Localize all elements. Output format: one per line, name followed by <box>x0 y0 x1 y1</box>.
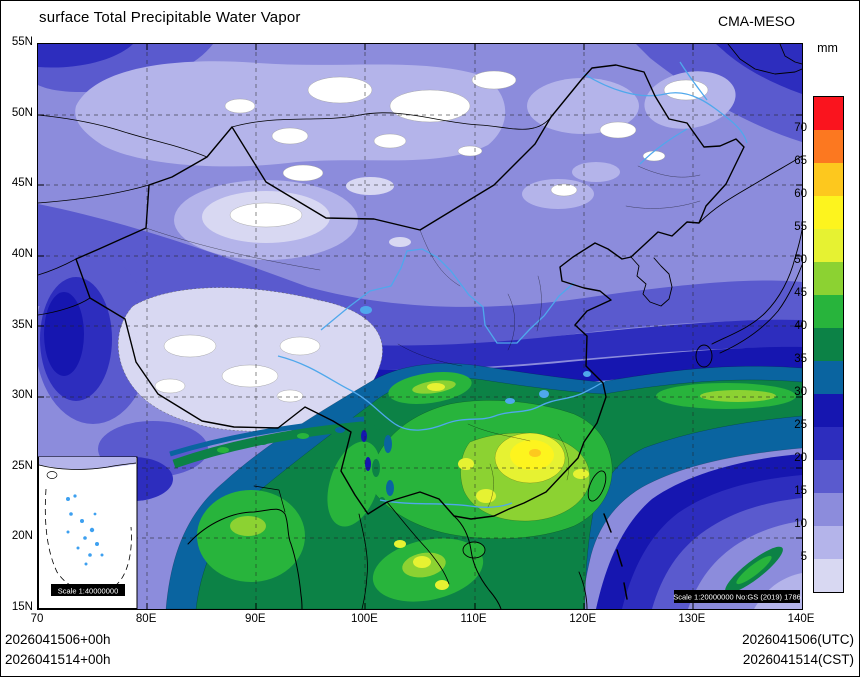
run-time-utc-init: 2026041506+00h <box>5 632 111 647</box>
colorbar-tick-label: 30 <box>794 386 807 398</box>
valid-time-cst: 2026041514(CST) <box>742 652 854 667</box>
vietnam-laos-border <box>386 501 450 585</box>
colorbar-tick-label: 40 <box>794 320 807 332</box>
colorbar-unit: mm <box>817 41 838 55</box>
lat-label: 55N <box>11 36 33 48</box>
colorbar-tick-label: 20 <box>794 452 807 464</box>
colorbar-segment-13 <box>814 526 843 559</box>
colorbar-tick-label: 65 <box>794 155 807 167</box>
field-layers <box>38 44 802 609</box>
colorbar-tick-label: 55 <box>794 221 807 233</box>
model-name: CMA-MESO <box>718 13 795 29</box>
taiwan-island <box>587 470 607 502</box>
colorbar-tick-label: 60 <box>794 188 807 200</box>
songhua-river <box>639 128 688 165</box>
colorbar-tick-label: 50 <box>794 254 807 266</box>
lat-label: 25N <box>11 459 33 472</box>
grid-lines <box>38 44 802 609</box>
map-scale-badge: Scale 1:20000000 No:GS (2019) 1786 <box>673 590 801 603</box>
valid-time-utc: 2026041506(UTC) <box>742 632 854 647</box>
lat-label: 40N <box>11 247 33 260</box>
pearl-river <box>379 499 513 508</box>
primorye-coast <box>698 155 802 224</box>
run-time-right: 2026041506(UTC) 2026041514(CST) <box>742 630 854 670</box>
colorbar-segment-0 <box>814 97 843 130</box>
frame-ticks <box>38 44 802 609</box>
hainan-island <box>462 541 486 559</box>
colorbar-segment-7 <box>814 328 843 361</box>
yellow-river <box>320 248 575 344</box>
colorbar-tick-label: 15 <box>794 485 807 497</box>
lon-label: 140E <box>787 613 815 625</box>
inset-islands <box>66 494 104 566</box>
luzon-coast <box>578 571 588 609</box>
scale-badge-text: Scale 1:20000000 No:GS (2019) 1786 <box>673 593 801 602</box>
inset-scale-badge: Scale 1:40000000 <box>58 587 118 596</box>
colorbar-segment-1 <box>814 130 843 163</box>
qinghai-lake <box>360 306 372 314</box>
colorbar-segment-11 <box>814 460 843 493</box>
lat-label: 15N <box>11 601 33 613</box>
colorbar-segment-10 <box>814 427 843 460</box>
colorbar-segment-14 <box>814 559 843 592</box>
colorbar-swatches <box>813 96 844 593</box>
lon-label: 70 <box>30 613 44 625</box>
colorbar-segment-4 <box>814 229 843 262</box>
lon-label: 130E <box>678 613 706 625</box>
map-canvas: Scale 1:40000000 Scale 1:20000000 No:GS … <box>38 44 802 609</box>
lat-label: 30N <box>11 389 33 402</box>
colorbar-tick-label: 10 <box>794 518 807 530</box>
lat-label: 20N <box>11 530 33 543</box>
kyushu-coast <box>695 344 713 368</box>
lon-label: 110E <box>460 613 487 625</box>
colorbar-segment-12 <box>814 493 843 526</box>
colorbar-segment-9 <box>814 394 843 427</box>
colorbar-segment-6 <box>814 295 843 328</box>
okhotsk-coast <box>727 44 802 75</box>
colorbar-tick-label: 5 <box>800 551 807 563</box>
rivers <box>277 61 748 508</box>
lat-label: 35N <box>11 318 33 331</box>
colorbar-segment-2 <box>814 163 843 196</box>
colorbar-tick-label: 25 <box>794 419 807 431</box>
lon-label: 120E <box>569 613 597 625</box>
run-time-cst-init: 2026041514+00h <box>5 652 111 667</box>
borders <box>38 44 802 609</box>
vietnam-coast <box>453 515 502 609</box>
province-borders <box>145 165 701 508</box>
colorbar-segment-3 <box>814 196 843 229</box>
colorbar-tick-label: 35 <box>794 353 807 365</box>
bengal-coast <box>187 508 303 609</box>
colorbar-ticks: 70 65 60 55 50 45 40 35 30 25 20 15 10 5 <box>771 96 809 591</box>
map-frame: Scale 1:40000000 Scale 1:20000000 No:GS … <box>37 43 803 610</box>
lon-label: 80E <box>135 613 157 625</box>
lon-label: 90E <box>245 613 266 625</box>
lon-label: 100E <box>350 613 378 625</box>
run-time-left: 2026041506+00h 2026041514+00h <box>5 630 111 670</box>
honshu-coast <box>711 229 802 345</box>
colorbar-tick-label: 70 <box>794 122 807 134</box>
lat-label: 50N <box>11 106 33 119</box>
page-title: surface Total Precipitable Water Vapor <box>39 9 301 26</box>
lat-label: 45N <box>11 177 33 190</box>
korea-coast <box>630 256 673 307</box>
colorbar-segment-5 <box>814 262 843 295</box>
russia-mongolia-border <box>231 112 552 130</box>
inset-map: Scale 1:40000000 <box>38 456 138 609</box>
colorbar-tick-label: 45 <box>794 287 807 299</box>
colorbar-segment-8 <box>814 361 843 394</box>
yangtze-river <box>277 355 606 431</box>
china-border <box>75 64 745 520</box>
nine-dash-line <box>603 513 628 600</box>
amur-river <box>583 73 748 144</box>
